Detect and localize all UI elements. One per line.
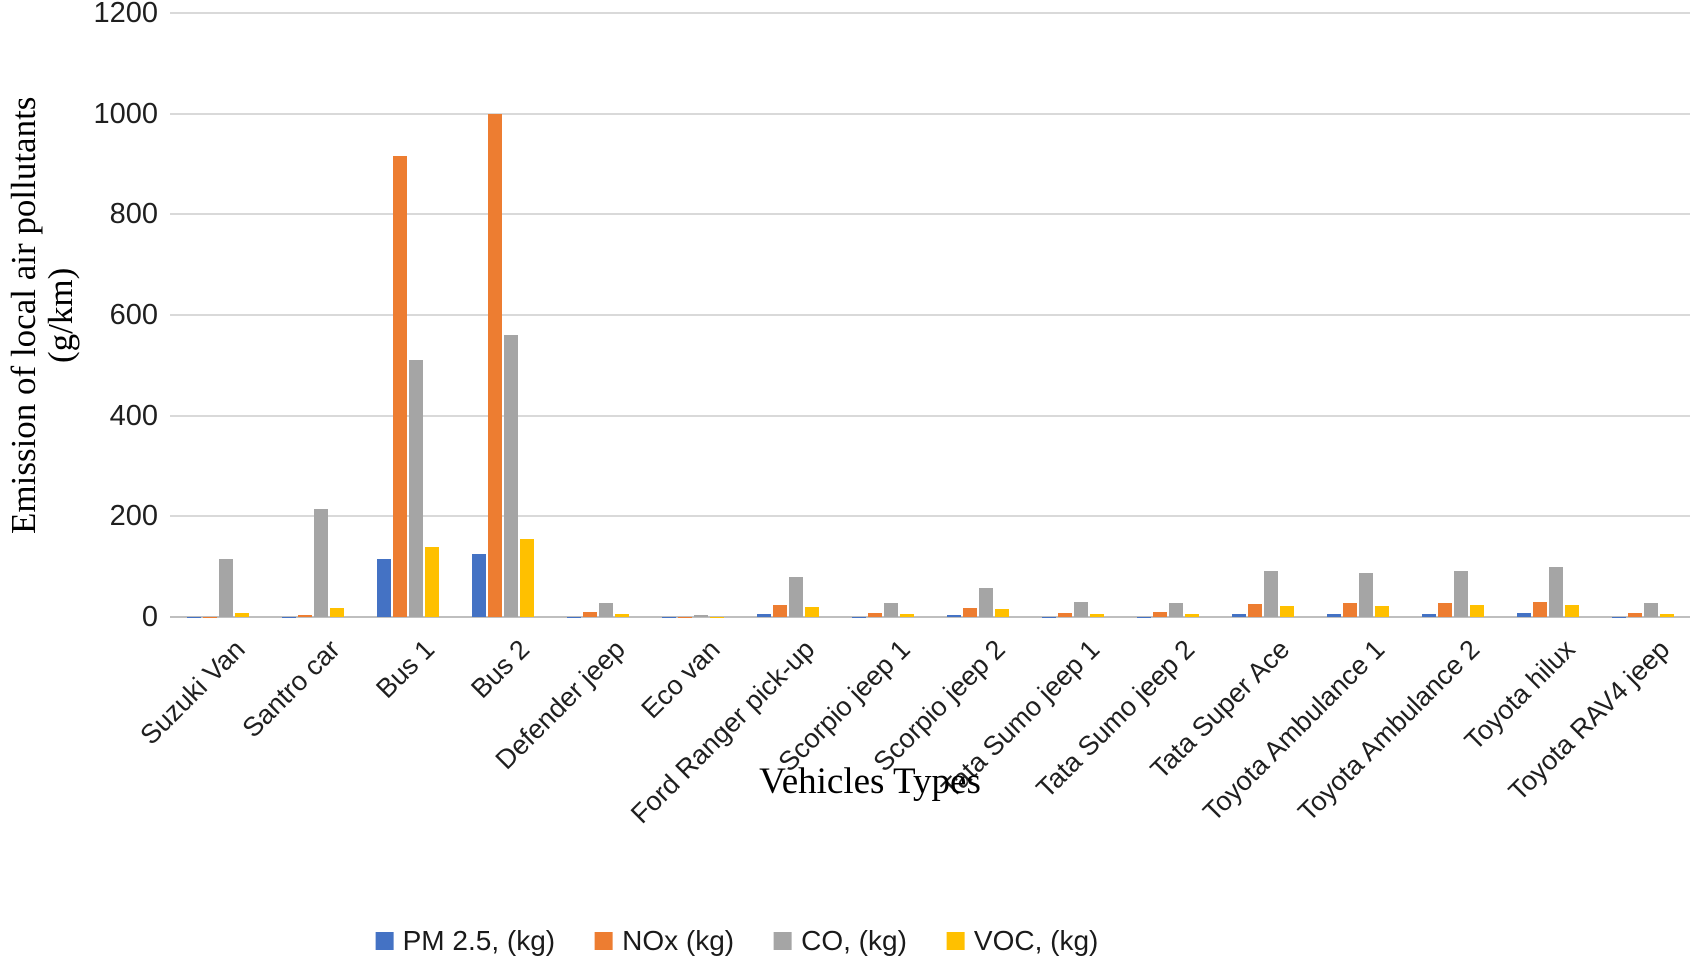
bar [503, 335, 518, 617]
x-category-label: Bus 2 [465, 634, 536, 705]
legend-item: VOC, (kg) [946, 925, 1099, 957]
x-category-label: Eco van [635, 634, 726, 725]
bar [218, 559, 233, 617]
bar [1374, 605, 1389, 617]
bar [1089, 613, 1104, 617]
bar [376, 559, 391, 617]
bar [582, 612, 597, 617]
legend-swatch-icon [774, 932, 793, 950]
y-tick-label-600: 600 [109, 299, 158, 331]
legend-label: PM 2.5, (kg) [402, 925, 556, 956]
bar [566, 616, 581, 617]
bar [788, 576, 803, 617]
legend-label: CO, (kg) [801, 925, 907, 956]
bar [1168, 602, 1183, 617]
bar [1611, 616, 1626, 617]
y-tick-label-1200: 1200 [93, 0, 158, 29]
gridline-1200 [170, 12, 1690, 14]
y-tick-label-800: 800 [109, 198, 158, 231]
x-axis-line [170, 616, 1690, 618]
bar [471, 554, 486, 617]
bar [1659, 614, 1674, 617]
bar [867, 613, 882, 617]
bar [946, 614, 961, 617]
bar [1247, 603, 1262, 617]
bar [709, 616, 724, 617]
bar [329, 608, 344, 617]
bar [408, 360, 423, 617]
legend-label: VOC, (kg) [973, 925, 1099, 956]
y-tick-label-0: 0 [141, 601, 158, 633]
legend-label: NOx (kg) [622, 925, 735, 956]
bar [392, 156, 407, 617]
bar [1326, 613, 1341, 617]
bar [1279, 605, 1294, 617]
bar [1516, 613, 1531, 617]
bar [1231, 613, 1246, 617]
bar [1358, 572, 1373, 617]
y-tick-label-200: 200 [109, 500, 158, 533]
bar [899, 614, 914, 617]
bar [1057, 612, 1072, 617]
legend-item: PM 2.5, (kg) [375, 925, 556, 957]
bar [978, 587, 993, 617]
bar [313, 508, 328, 617]
legend-item: NOx (kg) [595, 925, 734, 957]
bar [202, 616, 217, 617]
legend-swatch-icon [946, 932, 965, 950]
plot-area: 0 200 400 600 800 1000 1200 [93, 0, 1690, 633]
bar [1437, 603, 1452, 617]
bar [962, 607, 977, 617]
bar [1184, 614, 1199, 617]
legend-swatch-icon [375, 932, 394, 950]
y-tick-label-1000: 1000 [93, 97, 158, 130]
legend-item: CO, (kg) [774, 925, 907, 957]
bar [424, 546, 439, 617]
bar [1041, 616, 1056, 617]
bar [519, 539, 534, 617]
bar [1532, 601, 1547, 617]
gridline-800 [170, 213, 1690, 216]
bar [851, 616, 866, 617]
bar [1469, 605, 1484, 617]
bar [994, 609, 1009, 617]
legend: PM 2.5, (kg) NOx (kg) CO, (kg) VOC, (kg) [375, 925, 1099, 957]
x-category-label: Suzuki Van [134, 634, 251, 751]
bar [756, 614, 771, 617]
gridline-200 [170, 515, 1690, 518]
bar [1342, 603, 1357, 617]
gridline-400 [170, 414, 1690, 417]
bar [1627, 612, 1642, 617]
bar [234, 613, 249, 617]
bar [677, 616, 692, 617]
bar [487, 113, 502, 617]
bar [1073, 601, 1088, 617]
gridline-1000 [170, 112, 1690, 115]
bar [1564, 604, 1579, 617]
bar [883, 602, 898, 617]
bar [1152, 612, 1167, 617]
x-category-label: Santro car [236, 634, 346, 744]
y-tick-label-400: 400 [109, 399, 158, 432]
bar [297, 615, 312, 617]
x-category-label: Bus 1 [370, 634, 441, 705]
bar [772, 604, 787, 617]
bar [1263, 570, 1278, 617]
bar [804, 606, 819, 617]
bar [1643, 602, 1658, 617]
bar [1136, 616, 1151, 617]
bar [614, 614, 629, 617]
bar [693, 615, 708, 617]
bar [598, 602, 613, 617]
legend-swatch-icon [595, 932, 614, 950]
bar [1548, 566, 1563, 617]
gridline-600 [170, 314, 1690, 316]
bar [1453, 571, 1468, 617]
x-axis-title: Vehicles Types [759, 761, 981, 802]
bar [1421, 614, 1436, 617]
